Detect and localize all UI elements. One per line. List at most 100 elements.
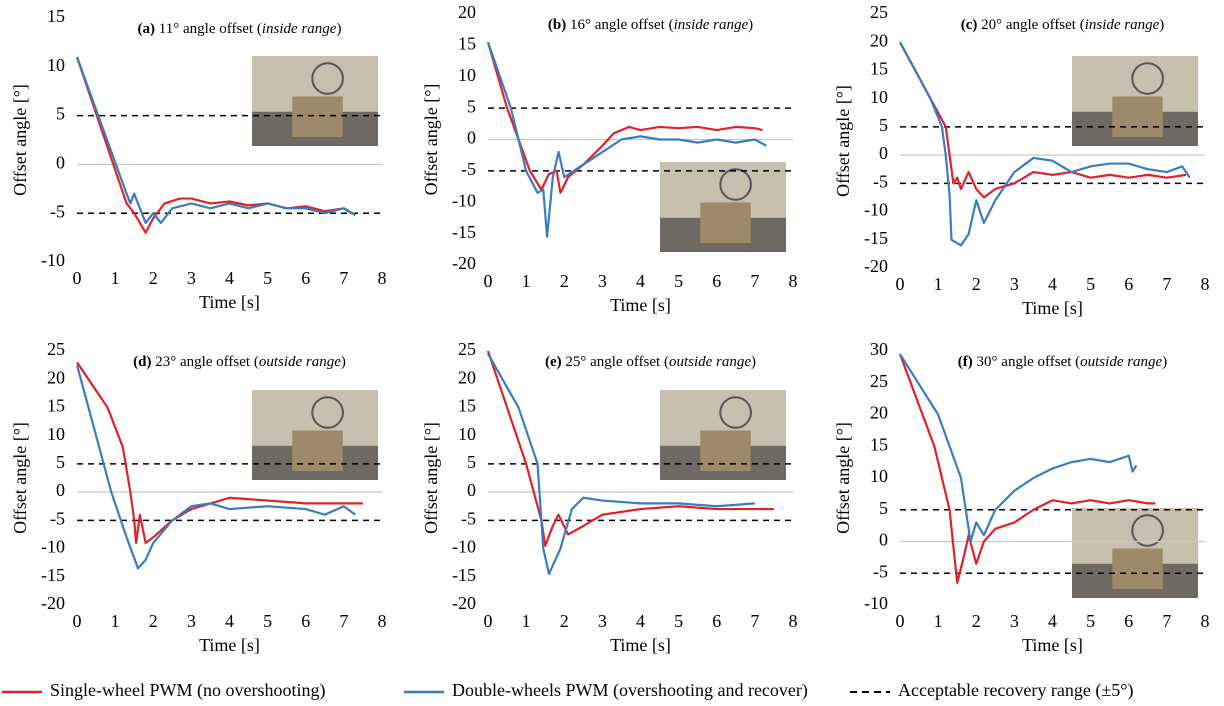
y-tick-label: 5: [56, 452, 65, 472]
photo-wheel: [1131, 514, 1164, 547]
photo-table: [1112, 548, 1163, 589]
title-part: inside range: [674, 17, 749, 33]
photo-wheel: [311, 396, 344, 429]
y-tick-label: 0: [56, 480, 65, 500]
x-tick-label: 7: [1162, 611, 1171, 631]
x-tick-label: 1: [522, 271, 531, 291]
photo-wheel: [311, 62, 344, 95]
y-tick-label: 5: [467, 452, 476, 472]
y-tick-label: 0: [56, 153, 65, 173]
x-tick-label: 2: [560, 611, 569, 631]
x-tick-label: 4: [636, 611, 645, 631]
x-tick-label: 4: [1048, 274, 1057, 294]
title-part: (f): [958, 354, 973, 370]
x-tick-label: 1: [111, 611, 120, 631]
y-tick-label: -20: [452, 253, 476, 273]
title-part: 30° angle offset (: [973, 354, 1080, 370]
x-axis-label: Time [s]: [1022, 635, 1083, 655]
photo-wheel: [719, 396, 752, 429]
title-part: outside range: [669, 354, 751, 370]
series-line: [486, 41, 763, 194]
x-tick-label: 0: [896, 611, 905, 631]
y-tick-label: 25: [458, 339, 476, 359]
y-tick-label: 0: [467, 480, 476, 500]
title-part: ): [1159, 17, 1164, 33]
title-part: outside range: [1080, 354, 1162, 370]
x-tick-label: 3: [187, 268, 196, 288]
x-tick-label: 4: [636, 271, 645, 291]
y-tick-label: 0: [467, 128, 476, 148]
y-tick-label: 15: [458, 34, 476, 54]
title-part: ): [1162, 354, 1167, 370]
series-line: [899, 41, 1191, 247]
series-line: [487, 353, 755, 576]
x-axis-label: Time [s]: [1022, 298, 1083, 318]
photo-wheel: [719, 168, 752, 201]
panel-title: (b) 16° angle offset (inside range): [548, 17, 753, 33]
y-tick-label: -5: [50, 508, 65, 528]
y-tick-label: 5: [56, 104, 65, 124]
x-tick-label: 6: [712, 271, 721, 291]
title-part: inside range: [1085, 17, 1160, 33]
panel-title: (e) 25° angle offset (outside range): [545, 354, 756, 370]
y-tick-label: 5: [879, 115, 888, 135]
y-tick-label: -5: [50, 201, 65, 221]
panel-title: (d) 23° angle offset (outside range): [133, 354, 346, 370]
y-tick-label: 15: [47, 396, 65, 416]
x-tick-label: 7: [750, 611, 759, 631]
title-part: ): [751, 354, 756, 370]
y-tick-label: -10: [452, 537, 476, 557]
x-tick-label: 6: [712, 611, 721, 631]
legend-label: Acceptable recovery range (±5°): [898, 680, 1133, 701]
y-tick-label: 0: [879, 143, 888, 163]
x-tick-label: 8: [1201, 274, 1210, 294]
y-tick-label: 10: [47, 424, 65, 444]
title-part: 11° angle offset (: [155, 21, 262, 37]
y-tick-label: -10: [452, 190, 476, 210]
series-line: [486, 41, 767, 238]
x-tick-label: 7: [750, 271, 759, 291]
x-tick-label: 0: [73, 611, 82, 631]
x-tick-label: 6: [301, 611, 310, 631]
x-tick-label: 4: [1048, 611, 1057, 631]
x-tick-label: 5: [674, 271, 683, 291]
x-axis-label: Time [s]: [199, 635, 260, 655]
y-tick-label: -10: [864, 200, 888, 220]
y-tick-label: 10: [458, 65, 476, 85]
x-tick-label: 8: [789, 271, 798, 291]
title-part: 25° angle offset (: [562, 354, 669, 370]
x-tick-label: 0: [484, 271, 493, 291]
title-part: (b): [548, 17, 566, 33]
x-tick-label: 8: [378, 268, 387, 288]
x-tick-label: 4: [225, 611, 234, 631]
x-tick-label: 5: [263, 611, 272, 631]
y-tick-label: 5: [879, 498, 888, 518]
series-line: [899, 353, 1138, 543]
x-tick-label: 7: [1162, 274, 1171, 294]
x-tick-label: 3: [598, 271, 607, 291]
y-tick-label: -20: [864, 256, 888, 276]
y-tick-label: 10: [47, 55, 65, 75]
series-line: [75, 56, 356, 225]
y-tick-label: -5: [873, 171, 888, 191]
y-tick-label: -15: [41, 565, 65, 585]
title-part: (a): [138, 21, 156, 37]
photo-table: [292, 96, 343, 137]
x-tick-label: 6: [301, 268, 310, 288]
series-line: [898, 353, 1156, 584]
y-tick-label: 25: [870, 2, 888, 22]
y-tick-label: 25: [870, 371, 888, 391]
y-tick-label: -10: [41, 537, 65, 557]
y-tick-label: 25: [47, 339, 65, 359]
photo-table: [700, 430, 751, 471]
series-line: [486, 350, 774, 547]
x-tick-label: 2: [149, 268, 158, 288]
y-tick-label: 10: [458, 424, 476, 444]
x-tick-label: 2: [149, 611, 158, 631]
series-line: [75, 364, 356, 570]
y-tick-label: 20: [458, 367, 476, 387]
x-tick-label: 1: [934, 274, 943, 294]
y-tick-label: -15: [864, 228, 888, 248]
x-tick-label: 4: [225, 268, 234, 288]
